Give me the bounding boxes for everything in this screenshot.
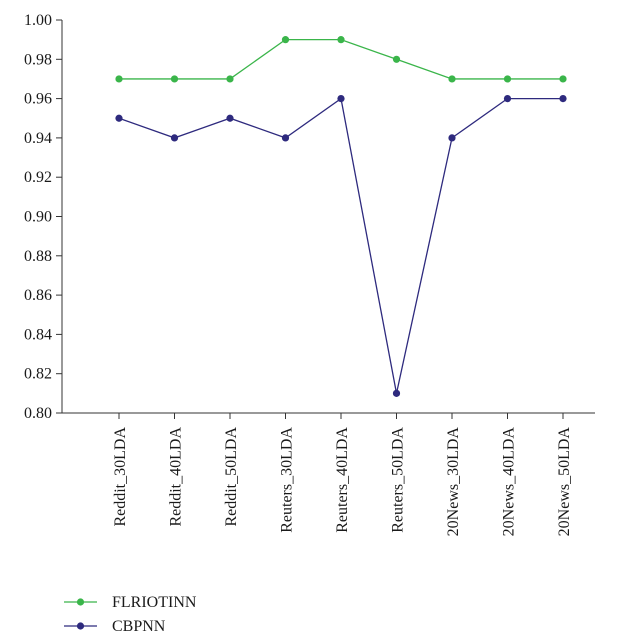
y-tick-label: 0.82: [24, 366, 52, 383]
chart-legend: FLRIOTINN CBPNN: [64, 594, 197, 635]
y-tick-label: 0.98: [24, 51, 52, 68]
data-point: [281, 36, 290, 44]
data-point: [448, 134, 456, 142]
data-point: [503, 95, 512, 103]
x-tick-label: Reuters_40LDA: [334, 427, 351, 533]
x-tick-label: Reddit_50LDA: [223, 427, 240, 527]
data-point: [503, 75, 512, 83]
data-point: [392, 55, 401, 63]
data-point: [170, 75, 179, 83]
data-point: [281, 134, 290, 142]
series-flriotinn: [115, 36, 567, 83]
x-tick-label: 20News_40LDA: [501, 427, 518, 537]
data-point: [226, 114, 234, 122]
y-tick-label: 0.90: [24, 209, 52, 226]
series-line: [119, 39, 563, 80]
data-point: [448, 75, 456, 83]
data-point: [115, 114, 123, 122]
legend-item: CBPNN: [64, 618, 166, 635]
x-tick-label: Reuters_50LDA: [390, 427, 407, 533]
series-line: [118, 97, 563, 394]
x-tick-label: Reddit_30LDA: [112, 427, 129, 527]
series-cbpnn: [115, 95, 567, 397]
y-tick-label: 0.88: [24, 248, 52, 265]
legend-swatch-marker: [76, 622, 85, 630]
x-tick-label: Reddit_40LDA: [168, 427, 185, 527]
y-tick-label: 0.94: [24, 130, 52, 147]
y-tick-label: 0.86: [24, 287, 52, 304]
y-tick-labels: 0.80 0.82 0.84 0.86 0.88 0.90 0.92 0.94 0.96 0.98…: [24, 12, 52, 422]
data-point: [170, 134, 179, 142]
data-point: [337, 36, 345, 44]
data-point: [115, 75, 123, 83]
legend-swatch-marker: [76, 598, 85, 606]
x-tick-labels: Reddit_30LDA Reddit_40LDA Reddit_50LDA Reut…: [112, 427, 573, 537]
data-point: [337, 95, 345, 103]
y-tick-label: 0.80: [24, 405, 52, 422]
x-tick-label: 20News_30LDA: [445, 427, 462, 537]
chart-series: [115, 36, 567, 397]
data-point: [392, 389, 401, 397]
chart-axes: [56, 19, 595, 419]
legend-label: CBPNN: [112, 618, 166, 635]
y-tick-label: 0.96: [24, 91, 52, 108]
x-tick-label: Reuters_30LDA: [279, 427, 296, 533]
data-point: [559, 75, 567, 83]
y-tick-label: 1.00: [24, 12, 52, 29]
y-tick-label: 0.92: [24, 169, 52, 186]
x-tick-label: 20News_50LDA: [556, 427, 573, 537]
data-point: [226, 75, 234, 83]
legend-item: FLRIOTINN: [64, 594, 197, 611]
y-tick-label: 0.84: [24, 326, 52, 343]
legend-label: FLRIOTINN: [112, 594, 197, 611]
data-point: [559, 95, 567, 103]
